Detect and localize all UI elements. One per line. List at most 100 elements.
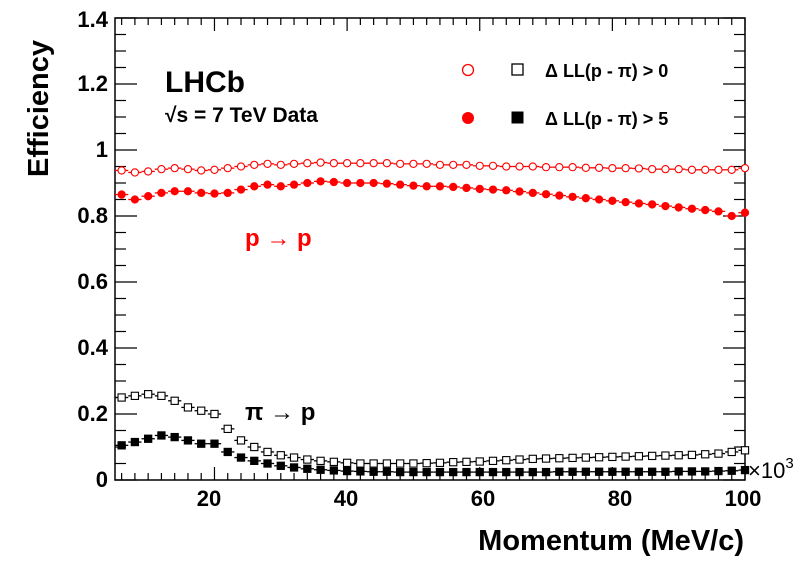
data-point bbox=[210, 165, 219, 174]
data-point bbox=[130, 168, 140, 177]
y-tick-label-1: 1 bbox=[96, 137, 108, 162]
data-point bbox=[263, 459, 272, 468]
data-point bbox=[555, 163, 564, 172]
y-axis-label: Efficiency bbox=[23, 40, 55, 177]
x-tick-label-60: 60 bbox=[471, 486, 495, 511]
data-point bbox=[117, 393, 126, 402]
data-point bbox=[488, 185, 498, 194]
data-point bbox=[687, 450, 697, 460]
x-tick-label-80: 80 bbox=[608, 486, 632, 511]
x-multiplier-label: ×103 bbox=[748, 455, 794, 483]
data-point bbox=[342, 458, 352, 467]
data-point bbox=[369, 459, 378, 468]
data-point bbox=[396, 159, 405, 169]
legend: Δ LL(p - π) > 0 Δ LL(p - π) > 5 bbox=[461, 61, 668, 129]
data-point bbox=[303, 464, 312, 473]
data-point bbox=[130, 195, 140, 204]
data-point bbox=[515, 162, 524, 171]
data-point bbox=[608, 452, 617, 462]
data-point bbox=[356, 467, 365, 476]
data-point bbox=[594, 453, 604, 462]
data-point bbox=[223, 447, 232, 457]
data-point bbox=[488, 161, 498, 170]
data-point bbox=[422, 467, 431, 477]
data-point bbox=[634, 452, 644, 461]
data-point bbox=[396, 459, 405, 468]
data-point bbox=[250, 160, 259, 169]
data-point bbox=[329, 159, 338, 168]
data-point bbox=[608, 163, 617, 173]
data-point bbox=[475, 457, 484, 466]
data-point bbox=[502, 186, 511, 195]
data-point bbox=[382, 467, 392, 476]
data-point bbox=[316, 456, 325, 466]
data-point bbox=[462, 160, 471, 169]
data-point bbox=[422, 459, 431, 468]
data-point bbox=[648, 200, 657, 209]
data-point bbox=[687, 165, 697, 174]
data-point bbox=[422, 182, 431, 191]
sqrt-s-label: √s bbox=[165, 104, 188, 127]
data-point bbox=[475, 184, 484, 194]
data-point bbox=[727, 447, 736, 457]
data-point bbox=[621, 467, 630, 476]
x-multiplier-exponent: 3 bbox=[785, 455, 793, 472]
data-point bbox=[316, 177, 325, 186]
data-point bbox=[449, 160, 458, 169]
data-point bbox=[342, 159, 352, 168]
data-point bbox=[303, 455, 312, 464]
data-point bbox=[648, 451, 657, 461]
data-point bbox=[117, 190, 126, 199]
data-point bbox=[409, 459, 418, 468]
data-point bbox=[502, 467, 511, 477]
x-tick-label-40: 40 bbox=[334, 486, 358, 511]
legend-open-circle-marker bbox=[461, 63, 475, 77]
data-point bbox=[515, 467, 524, 477]
data-point bbox=[740, 446, 750, 455]
x-multiplier-base: ×10 bbox=[748, 458, 785, 483]
data-point bbox=[435, 458, 445, 467]
data-point bbox=[263, 159, 272, 169]
data-point bbox=[236, 185, 246, 194]
y-tick-label-1.4: 1.4 bbox=[77, 7, 108, 32]
data-point bbox=[197, 439, 206, 448]
data-point bbox=[130, 391, 140, 400]
data-point bbox=[687, 467, 697, 476]
data-point bbox=[634, 467, 644, 476]
data-point bbox=[608, 196, 617, 205]
x-axis-label: Momentum (MeV/c) bbox=[478, 525, 744, 557]
data-point bbox=[342, 178, 352, 188]
data-point bbox=[581, 467, 590, 476]
data-point bbox=[236, 162, 246, 171]
data-point bbox=[197, 406, 206, 415]
data-point bbox=[223, 163, 232, 173]
series-4 bbox=[115, 431, 750, 477]
data-point bbox=[502, 456, 511, 465]
energy-label: √s = 7 TeV Data bbox=[165, 104, 318, 127]
data-point bbox=[621, 452, 630, 461]
data-point bbox=[422, 159, 431, 169]
data-point bbox=[409, 467, 418, 477]
data-point bbox=[555, 467, 564, 476]
data-point bbox=[183, 164, 193, 174]
data-point bbox=[382, 159, 392, 168]
x-tick-label-100: 100 bbox=[725, 486, 762, 511]
data-point bbox=[356, 159, 365, 168]
data-point bbox=[581, 163, 590, 172]
y-tick-label-0.2: 0.2 bbox=[77, 401, 108, 426]
data-point bbox=[263, 447, 272, 457]
data-point bbox=[144, 390, 153, 399]
data-point bbox=[157, 188, 166, 198]
data-point bbox=[541, 467, 551, 477]
data-point bbox=[396, 467, 405, 477]
data-point bbox=[661, 164, 670, 174]
data-point bbox=[130, 437, 140, 447]
data-point bbox=[183, 187, 193, 196]
data-point bbox=[170, 163, 179, 173]
data-point bbox=[435, 160, 445, 169]
data-point bbox=[555, 191, 564, 200]
data-point bbox=[714, 165, 723, 174]
data-point bbox=[541, 454, 551, 463]
data-point bbox=[369, 178, 378, 188]
